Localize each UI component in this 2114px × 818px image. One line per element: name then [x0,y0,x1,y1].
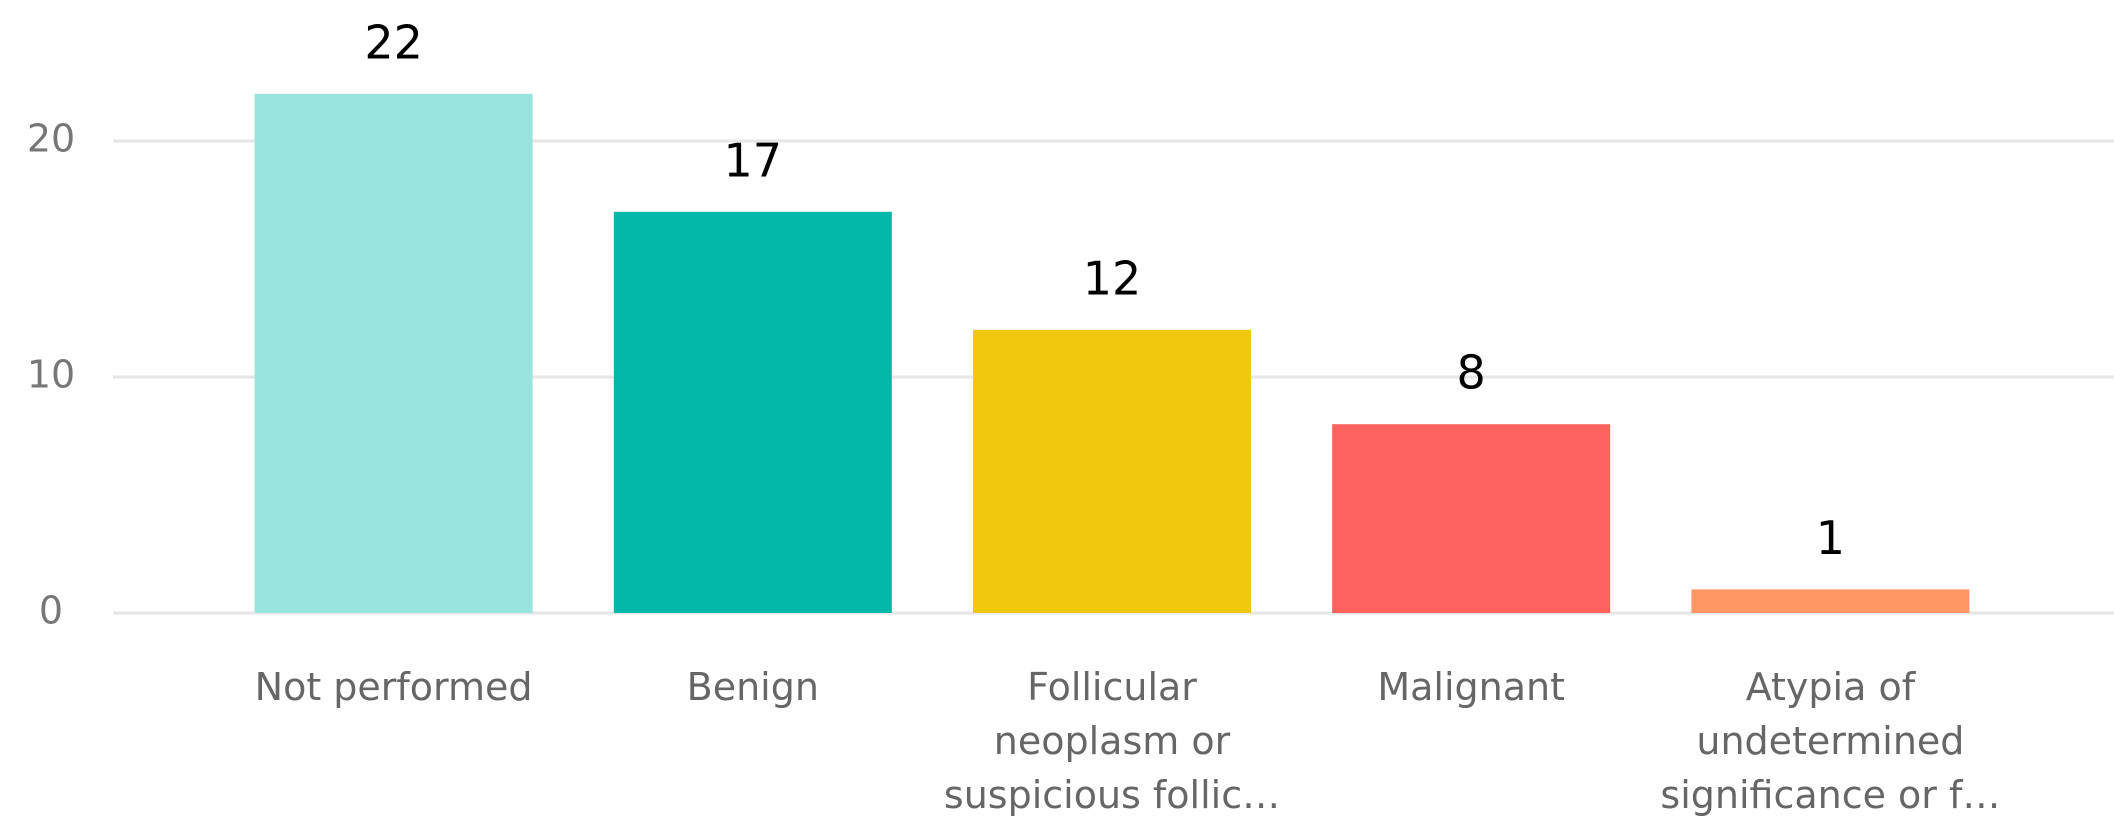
y-tick-label: 10 [27,353,75,397]
data-label: 17 [724,133,783,187]
x-tick-label: Malignant [1377,665,1566,709]
x-tick-label: Follicular neoplasm or suspicious follic… [943,665,1281,817]
bar [1332,424,1611,613]
x-tick-label: Benign [686,665,819,709]
bar [613,211,892,614]
data-label: 12 [1083,251,1142,305]
bar [254,93,533,614]
y-tick-label: 20 [27,117,75,161]
bar [973,329,1251,613]
data-label: 8 [1457,346,1486,400]
data-label: 22 [364,15,423,69]
x-tick-label: Atypia of undetermined significance or f… [1660,665,2001,817]
bar [1691,589,1970,613]
y-tick-label: 0 [39,589,63,633]
data-label: 1 [1816,511,1845,565]
x-tick-label: Not performed [254,665,533,709]
